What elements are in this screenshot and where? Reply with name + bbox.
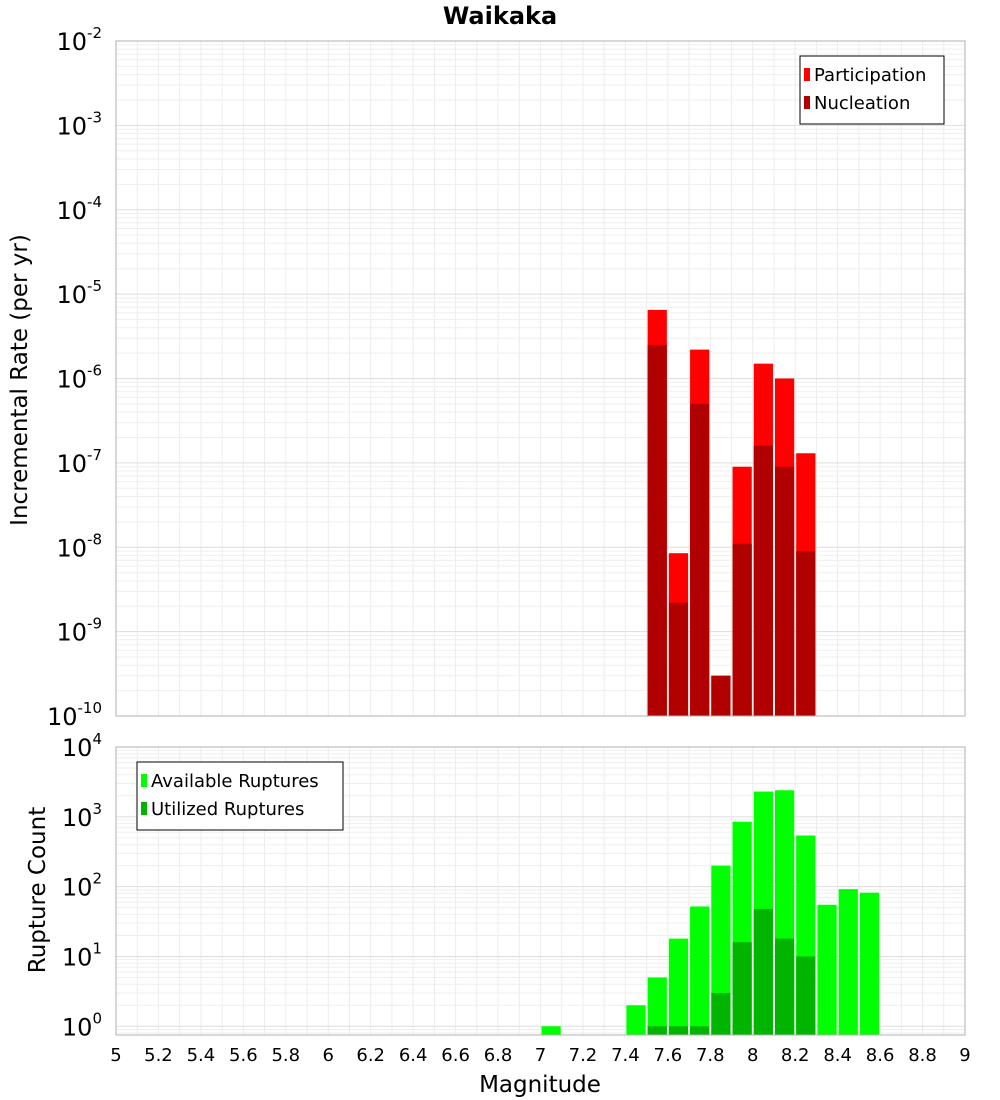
bottom-legend-label: Available Ruptures (151, 771, 319, 792)
bottom-bar (668, 1026, 689, 1035)
x-tick-label: 8.4 (823, 1045, 852, 1066)
top-bar (711, 675, 731, 716)
bottom-bar (541, 1026, 561, 1035)
top-bar (796, 551, 816, 716)
bottom-y-tick-label: 104 (62, 730, 102, 762)
bottom-bar (647, 1026, 667, 1035)
top-plot-frame (115, 40, 966, 717)
top-bar (647, 344, 667, 716)
bottom-series-1 (647, 908, 816, 1035)
x-tick-label: 6.8 (484, 1045, 513, 1066)
bottom-bar (796, 956, 816, 1035)
bottom-bar (711, 992, 731, 1035)
x-tick-label: 5.8 (271, 1045, 300, 1066)
top-y-tick-label: 10-3 (56, 108, 102, 140)
x-tick-label: 8.8 (908, 1045, 937, 1066)
x-tick-label: 6.4 (399, 1045, 428, 1066)
x-tick-label: 5.6 (229, 1045, 258, 1066)
top-y-tick-label: 10-4 (56, 193, 102, 225)
x-tick-label: 5.2 (144, 1045, 173, 1066)
bottom-bar (626, 1005, 646, 1035)
bottom-bar (690, 906, 710, 1035)
bottom-bar (690, 1026, 710, 1035)
top-y-tick-label: 10-2 (56, 24, 102, 56)
top-bar (774, 466, 795, 716)
bottom-bar (817, 904, 837, 1035)
bottom-y-tick-label: 100 (62, 1009, 102, 1041)
bottom-y-tick-label: 101 (62, 939, 102, 971)
top-bar (690, 403, 710, 716)
bottom-legend-swatch (141, 774, 147, 787)
bottom-legend: Available Ruptures Utilized Ruptures (136, 761, 344, 831)
top-y-tick-label: 10-7 (56, 446, 102, 478)
x-tick-label: 8 (747, 1045, 758, 1066)
top-bar (732, 543, 752, 716)
bottom-legend-swatch (141, 802, 147, 815)
bottom-bar (838, 889, 858, 1035)
top-y-axis-label: Incremental Rate (per yr) (7, 234, 33, 526)
top-legend-swatch (804, 96, 810, 109)
bottom-bar (753, 908, 773, 1035)
x-tick-label: 7.6 (654, 1045, 683, 1066)
bottom-bar (647, 977, 667, 1035)
x-tick-label: 8.6 (866, 1045, 895, 1066)
bottom-legend-label: Utilized Ruptures (151, 799, 304, 820)
top-legend-label: Participation (814, 65, 926, 86)
top-bar (753, 445, 773, 716)
top-legend-label: Nucleation (814, 93, 910, 114)
top-legend-swatch (804, 68, 810, 81)
bottom-plot-frame (115, 746, 966, 1036)
bottom-y-tick-label: 103 (62, 800, 102, 832)
top-legend-box (799, 55, 945, 125)
bottom-bar (668, 938, 689, 1035)
bottom-bar (711, 865, 731, 1035)
bottom-bar (732, 942, 752, 1035)
x-axis-label: Magnitude (479, 1072, 601, 1098)
x-tick-label: 9 (959, 1045, 970, 1066)
x-tick-label: 5.4 (187, 1045, 216, 1066)
x-tick-label: 7 (535, 1045, 546, 1066)
x-tick-label: 6.2 (356, 1045, 385, 1066)
x-tick-label: 7.4 (611, 1045, 640, 1066)
top-y-tick-label: 10-6 (56, 362, 102, 394)
bottom-legend-box (136, 761, 344, 831)
top-y-tick-label: 10-5 (56, 277, 102, 309)
x-tick-label: 7.8 (696, 1045, 725, 1066)
top-y-tick-label: 10-10 (47, 699, 102, 731)
bottom-y-axis-label: Rupture Count (25, 807, 51, 973)
top-gridlines (115, 41, 966, 717)
top-series-1 (647, 344, 816, 716)
bottom-bar (774, 938, 795, 1035)
top-legend: Participation Nucleation (799, 55, 945, 125)
bottom-y-tick-label: 102 (62, 870, 102, 902)
top-bar (668, 602, 689, 716)
chart-title: Waikaka (443, 2, 557, 30)
x-tick-label: 8.2 (781, 1045, 810, 1066)
x-tick-label: 5 (110, 1045, 121, 1066)
top-y-tick-label: 10-8 (56, 530, 102, 562)
x-tick-label: 6 (323, 1045, 334, 1066)
x-tick-label: 7.2 (569, 1045, 598, 1066)
bottom-bar (859, 892, 880, 1035)
top-y-tick-label: 10-9 (56, 615, 102, 647)
top-plot: 10-10 10-9 10-8 10-7 10-6 10-5 10-4 10-3 10-2 Par… (47, 24, 966, 731)
x-tick-label: 6.6 (441, 1045, 470, 1066)
bottom-plot: 100 101 102 103 104 5 5.2 5.4 5.6 5.8 6 6.2 6.4 6.6 6.… (62, 730, 971, 1066)
